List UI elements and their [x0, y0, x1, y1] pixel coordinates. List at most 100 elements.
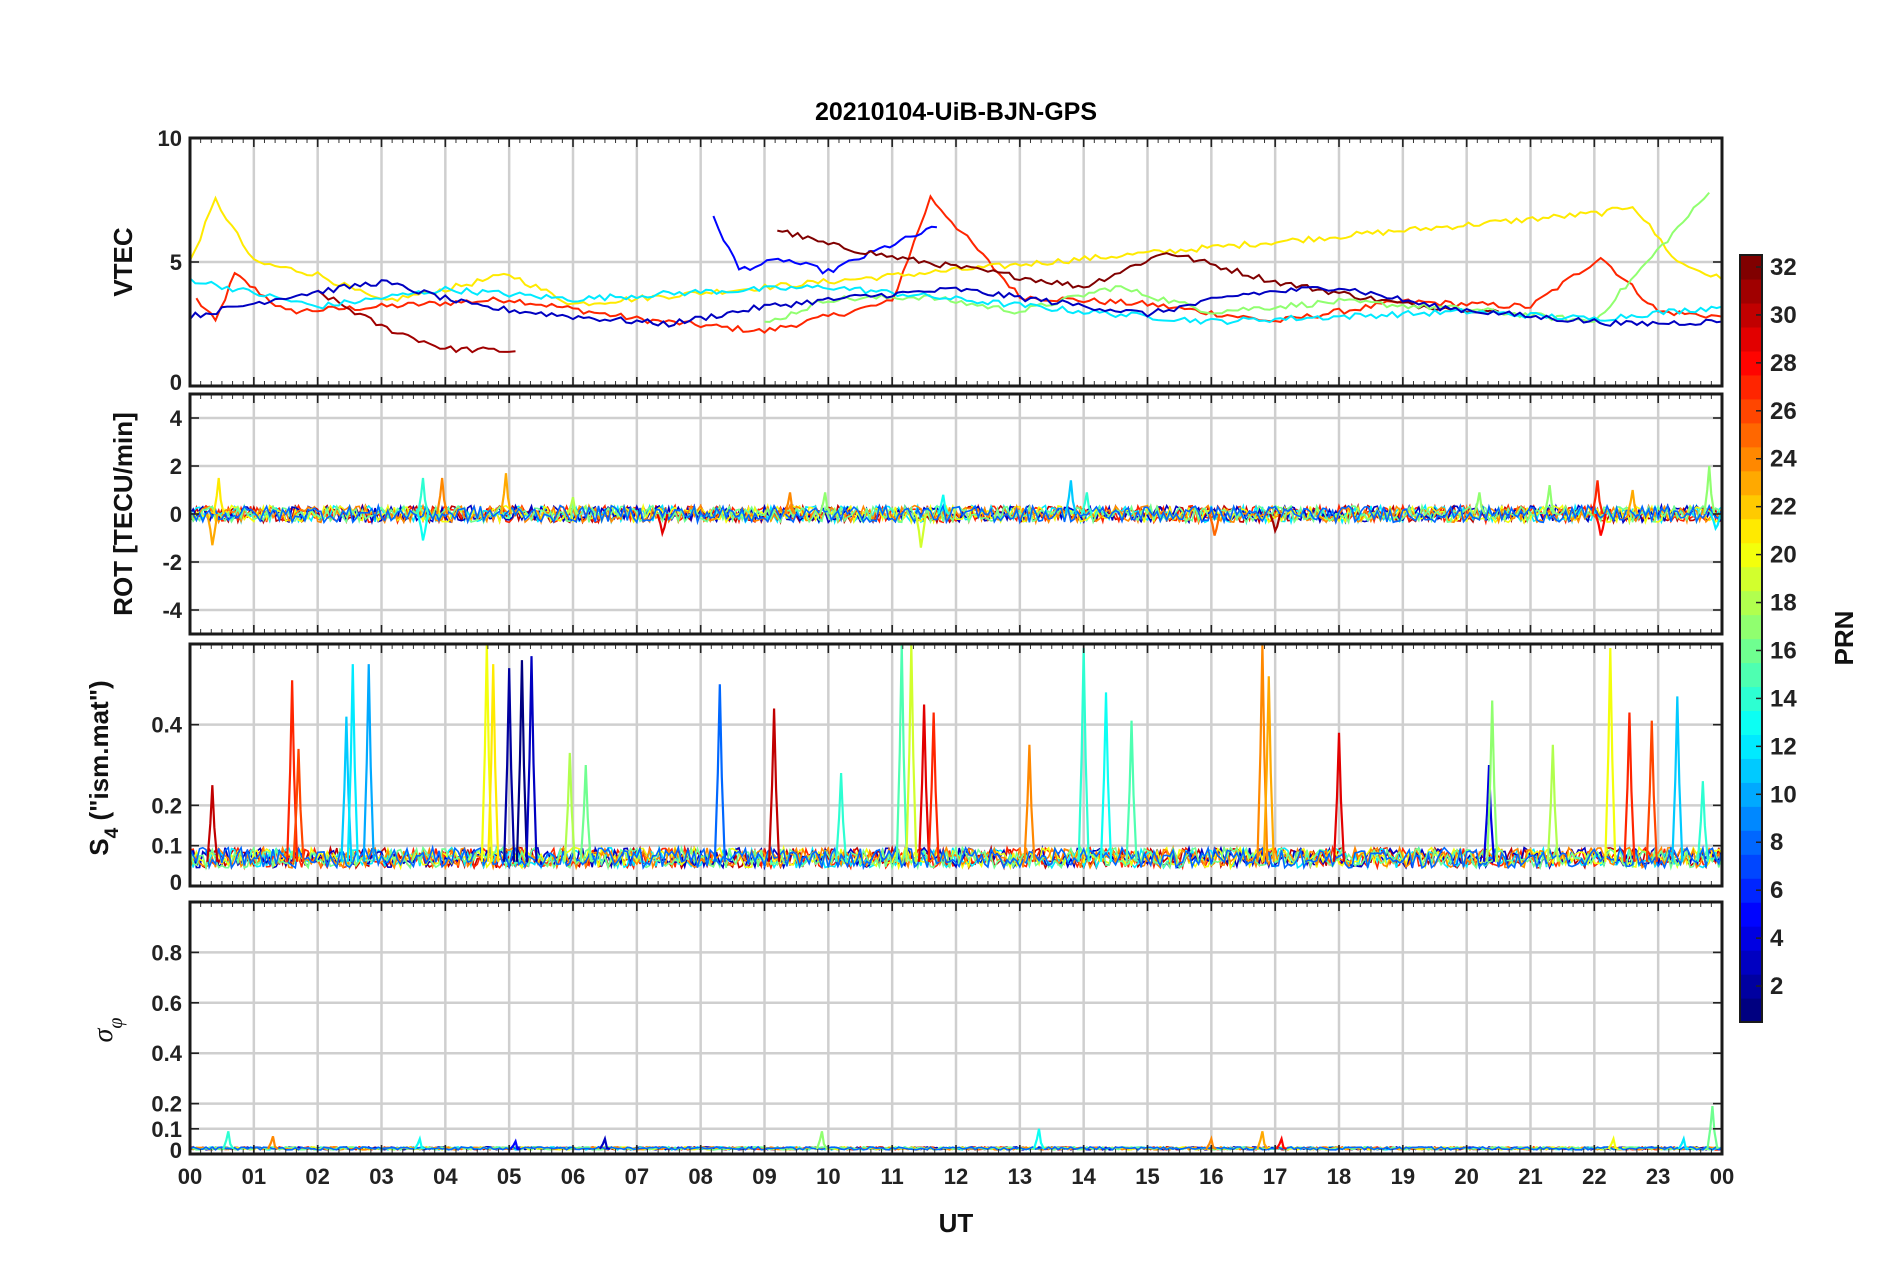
x-tick-label: 01	[242, 1164, 266, 1189]
colorbar-tick-label: 16	[1770, 637, 1797, 664]
sigma-ytick-label: 0.8	[151, 940, 182, 965]
s4-spike	[1645, 720, 1658, 862]
x-tick-label: 17	[1263, 1164, 1287, 1189]
x-tick-label: 10	[816, 1164, 840, 1189]
x-tick-label: 05	[497, 1164, 521, 1189]
rot-spike	[1080, 492, 1093, 515]
s4-spike	[905, 644, 918, 862]
rot-axes-box	[188, 392, 1724, 636]
sigma-ytick-label: 0.2	[151, 1092, 182, 1117]
colorbar-segment	[1740, 854, 1762, 879]
sigma-ylabel-sub: φ	[105, 1018, 127, 1029]
sigma-ytick-label: 0.1	[151, 1117, 182, 1142]
s4-ytick-label: 0.1	[151, 834, 182, 859]
x-tick-label: 22	[1582, 1164, 1606, 1189]
sigma-ytick-label: 0.4	[151, 1041, 182, 1066]
x-tick-label: 00	[178, 1164, 202, 1189]
s4-spike	[927, 712, 940, 862]
rot-ytick-label: -2	[162, 550, 182, 575]
colorbar-tick-label: 10	[1770, 781, 1797, 808]
rot-spike	[416, 477, 430, 515]
sigma-spike	[222, 1131, 235, 1150]
vtec-series-line	[712, 215, 937, 275]
rot-spike	[499, 473, 513, 515]
colorbar-tick-label: 6	[1770, 877, 1783, 904]
vtec-series-line	[195, 194, 1722, 334]
colorbar-segment	[1740, 782, 1762, 807]
x-tick-label: 19	[1391, 1164, 1415, 1189]
colorbar-segment	[1740, 350, 1762, 376]
colorbar-segment	[1740, 998, 1762, 1023]
rot-spike	[1269, 513, 1282, 535]
sigma-spike	[509, 1138, 521, 1151]
x-tick-label: 04	[433, 1164, 458, 1189]
x-tick-label: 16	[1199, 1164, 1223, 1189]
colorbar-segment	[1740, 494, 1762, 520]
rot-spike	[914, 513, 927, 548]
s4-spike	[1696, 781, 1709, 862]
sigma-spike	[815, 1131, 828, 1150]
s4-spike	[1023, 744, 1036, 862]
s4-spike	[713, 684, 726, 862]
rot-series	[190, 465, 1722, 548]
colorbar-segment	[1740, 422, 1762, 448]
x-tick-label: 18	[1327, 1164, 1351, 1189]
sigma-ytick-label: 0	[170, 1138, 182, 1163]
colorbar-segment	[1740, 686, 1762, 712]
colorbar-segment	[1740, 710, 1762, 735]
s4-ylabel: S4 ("ism.mat")	[84, 680, 123, 855]
colorbar-segment	[1740, 398, 1762, 424]
colorbar-segment	[1740, 734, 1762, 759]
x-axis-label: UT	[939, 1208, 974, 1238]
vtec-axes-box	[188, 136, 1724, 388]
x-tick-label: 14	[1071, 1164, 1096, 1189]
vtec-series-line	[777, 229, 1499, 314]
sigma-spike	[1607, 1135, 1619, 1150]
rot-ytick-label: -4	[162, 598, 182, 623]
sigma-ytick-label: 0.6	[151, 991, 182, 1016]
rot-spike	[1064, 480, 1077, 515]
x-tick-label: 00	[1710, 1164, 1734, 1189]
rot-spike	[1208, 513, 1221, 536]
colorbar-segment	[1740, 614, 1762, 640]
s4-spike	[362, 664, 375, 862]
s4-spike	[895, 644, 908, 862]
colorbar-segment	[1740, 326, 1762, 352]
s4-spike	[1604, 648, 1617, 862]
colorbar-segment	[1740, 302, 1762, 328]
sigma-ticks: 00.10.2 0.4 0.6 0.8	[151, 902, 1723, 1163]
s4-baseline-trace	[190, 844, 1722, 871]
colorbar-segment	[1740, 806, 1762, 831]
panel-sigma: 00.10.2 0.4 0.6 0.8 σφ	[88, 900, 1724, 1163]
s4-spike	[563, 752, 576, 862]
x-tick-label: 21	[1518, 1164, 1542, 1189]
s4-spike	[206, 785, 219, 862]
s4-series	[190, 644, 1722, 871]
x-tick-labels: 00 01 02 03 04 05 06 07 08 09 10 11 12 13 14 15 16 17 18 19…	[178, 1164, 1734, 1189]
vtec-ytick-label: 5	[170, 250, 182, 275]
sigma-spike	[1205, 1135, 1217, 1150]
s4-spike	[835, 773, 848, 862]
colorbar-segment	[1740, 255, 1762, 280]
sigma-spike	[1677, 1135, 1690, 1150]
colorbar-tick-label: 4	[1770, 925, 1784, 952]
colorbar-tick-label: 28	[1770, 350, 1797, 377]
rot-spike	[1473, 492, 1486, 515]
rot-spike	[212, 477, 225, 515]
colorbar-tick-label: 32	[1770, 254, 1797, 281]
sigma-spike	[266, 1136, 279, 1150]
x-tick-label: 23	[1646, 1164, 1670, 1189]
panel-s4: 0 0.1 0.2 0.4 S4 ("ism.mat")	[84, 642, 1724, 895]
vtec-ytick-label: 10	[158, 126, 182, 151]
rot-baseline-trace	[190, 502, 1722, 526]
sigma-ylabel-main: σ	[88, 1027, 119, 1042]
s4-ytick-label: 0.2	[151, 793, 182, 818]
colorbar-strip	[1740, 255, 1762, 1023]
s4-spike	[515, 660, 529, 862]
s4-spike	[487, 664, 500, 862]
colorbar-segment	[1740, 446, 1762, 472]
rot-spike	[206, 513, 219, 546]
rot-spike	[1709, 513, 1722, 532]
